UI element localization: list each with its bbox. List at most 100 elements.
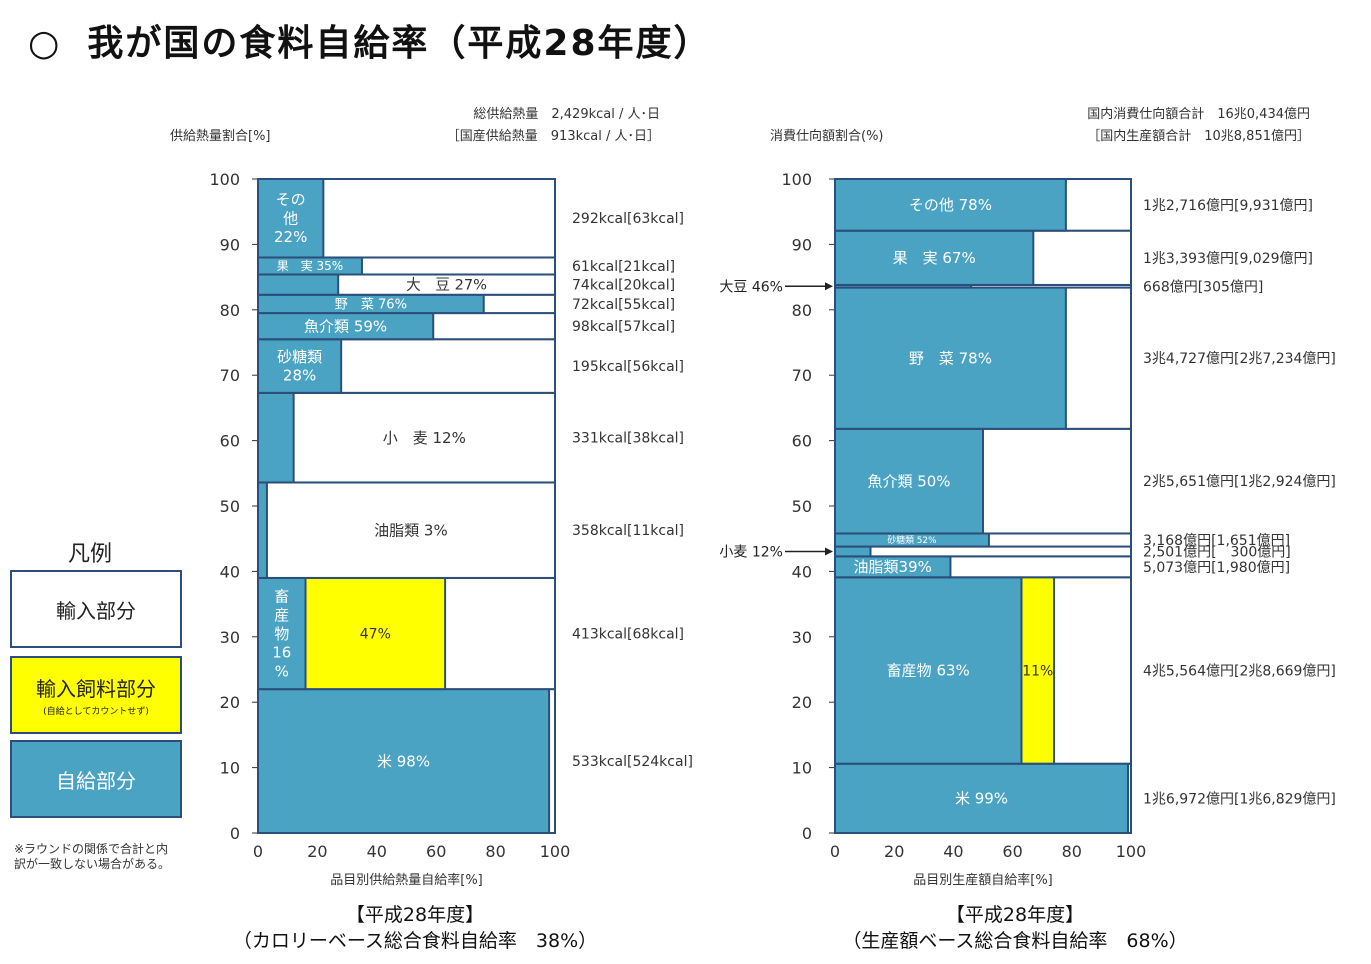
value-bar-畜産物-value: 4兆5,564億円[2兆8,669億円] <box>1143 663 1336 679</box>
calorie-bar-魚介類-label: 魚介類 59% <box>304 317 387 335</box>
value-header-line: ［国内生産額合計 10兆8,851億円］ <box>1087 128 1310 144</box>
calorie-bar-油脂類-value: 358kcal[11kcal] <box>572 523 684 539</box>
value-x-tick-label: 100 <box>1116 842 1147 861</box>
value-y-tick-label: 90 <box>792 235 812 254</box>
value-bar-油脂類-label: 油脂類39% <box>854 558 932 576</box>
value-bar-米-label: 米 99% <box>955 790 1008 808</box>
calorie-y-tick-label: 70 <box>220 366 240 385</box>
calorie-bar-米-self <box>257 688 551 834</box>
calorie-y-tick-label: 0 <box>230 824 240 843</box>
calorie-y-tick-label: 40 <box>220 562 240 581</box>
calorie-x-tick-label: 100 <box>540 842 571 861</box>
legend-self-label: 自給部分 <box>56 768 136 793</box>
value-x-axis-label: 品目別生産額自給率[%] <box>913 872 1053 888</box>
value-bar-大豆-callout-label: 大豆 46% <box>719 279 783 295</box>
calorie-bar-米-label: 米 98% <box>377 752 430 770</box>
calorie-x-tick-label: 60 <box>426 842 446 861</box>
value-bar-畜産物-self <box>834 576 1023 765</box>
value-bar-その他-self <box>834 178 1067 232</box>
calorie-bar-小麦-value: 331kcal[38kcal] <box>572 431 684 447</box>
value-bar-小麦-self <box>834 545 872 558</box>
value-bar-野菜-label: 野 菜 78% <box>909 349 992 367</box>
value-bar-砂糖類-value: 3,168億円[1,651億円] <box>1143 533 1290 549</box>
value-bar-果実-label: 果 実 67% <box>893 249 976 267</box>
value-bar-その他-value: 1兆2,716億円[9,931億円] <box>1143 198 1313 214</box>
calorie-y-tick-label: 10 <box>220 759 240 778</box>
calorie-bar-砂糖類-label: 砂糖類 28% <box>277 348 322 385</box>
legend-self-box: 自給部分 <box>10 740 182 818</box>
legend-import-box: 輸入部分 <box>10 570 182 648</box>
legend-title: 凡例 <box>68 542 113 567</box>
value-x-tick-label: 80 <box>1062 842 1082 861</box>
value-bar-野菜-value: 3兆4,727億円[2兆7,234億円] <box>1143 351 1336 367</box>
value-bar-魚介類-value: 2兆5,651億円[1兆2,924億円] <box>1143 474 1336 490</box>
legend-feed-label: 輸入飼料部分 <box>36 677 156 701</box>
page-title: ○ 我が国の食料自給率（平成28年度） <box>28 14 712 66</box>
calorie-x-axis-label: 品目別供給熱量自給率[%] <box>330 872 483 888</box>
legend-import-label: 輸入部分 <box>56 598 136 623</box>
value-y-tick-label: 30 <box>792 628 812 647</box>
value-bar-小麦-callout-arrow <box>825 547 833 556</box>
value-y-tick-label: 40 <box>792 562 812 581</box>
calorie-x-tick-label: 40 <box>367 842 387 861</box>
value-bar-小麦-value: 2,501億円[ 300億円] <box>1143 544 1291 560</box>
value-bar-畜産物-label: 畜産物 63% <box>887 662 970 680</box>
right-caption-year: 【平成28年度】 <box>945 904 1085 926</box>
value-y-tick-label: 60 <box>792 432 812 451</box>
calorie-bar-畜産物-label: 畜産物 16% <box>272 587 291 680</box>
calorie-bar-その他-self <box>257 178 325 259</box>
value-y-axis-label: 消費仕向額割合(%) <box>770 128 884 144</box>
calorie-bar-油脂類-import <box>257 481 556 579</box>
calorie-bar-その他-value: 292kcal[63kcal] <box>572 211 684 227</box>
calorie-bar-果実-label: 果 実 35% <box>277 258 344 273</box>
value-bar-砂糖類-label: 砂糖類 52% <box>887 534 936 546</box>
value-bar-その他-label: その他 78% <box>909 196 992 214</box>
calorie-y-tick-label: 90 <box>220 235 240 254</box>
calorie-header-line: 総供給熱量 2,429kcal / 人･日 <box>473 107 660 122</box>
value-header-line: 国内消費仕向額合計 16兆0,434億円 <box>1087 106 1310 122</box>
calorie-bar-野菜-label: 野 菜 76% <box>335 297 407 312</box>
calorie-bar-大豆-label: 大 豆 27% <box>406 277 487 294</box>
left-caption-year: 【平成28年度】 <box>345 904 485 926</box>
calorie-bar-その他-label: その他 22% <box>274 191 307 247</box>
value-bar-米-self <box>834 762 1130 835</box>
calorie-bar-油脂類-label: 油脂類 3% <box>374 521 448 539</box>
calorie-bar-魚介類-self <box>257 312 435 341</box>
calorie-bar-小麦-label: 小 麦 12% <box>383 429 466 447</box>
calorie-bar-畜産物-feed-label: 47% <box>360 626 391 642</box>
calorie-y-tick-label: 80 <box>220 301 240 320</box>
value-y-tick-label: 10 <box>792 759 812 778</box>
title-symbol: ○ <box>28 23 62 64</box>
value-x-tick-label: 20 <box>884 842 904 861</box>
calorie-x-tick-label: 0 <box>253 842 263 861</box>
calorie-y-tick-label: 30 <box>220 628 240 647</box>
calorie-x-tick-label: 20 <box>307 842 327 861</box>
calorie-header-line: ［国産供給熱量 913kcal / 人･日］ <box>447 128 660 144</box>
value-y-tick-label: 80 <box>792 301 812 320</box>
calorie-y-tick-label: 100 <box>209 170 240 189</box>
calorie-bar-小麦-import <box>257 391 556 484</box>
value-bar-畜産物-feed-label: 11% <box>1022 663 1053 679</box>
calorie-bar-砂糖類-value: 195kcal[56kcal] <box>572 359 684 375</box>
calorie-x-tick-label: 80 <box>485 842 505 861</box>
calorie-bar-油脂類-self <box>257 481 268 579</box>
value-bar-果実-value: 1兆3,393億円[9,029億円] <box>1143 251 1313 267</box>
value-bar-小麦-callout-label: 小麦 12% <box>719 544 783 560</box>
value-y-tick-label: 70 <box>792 366 812 385</box>
value-y-tick-label: 50 <box>792 497 812 516</box>
title-text: 我が国の食料自給率（平成28年度） <box>87 23 712 64</box>
calorie-bar-野菜-value: 72kcal[55kcal] <box>572 297 675 313</box>
value-bar-小麦-import <box>834 545 1132 558</box>
value-bar-油脂類-value: 5,073億円[1,980億円] <box>1143 560 1290 576</box>
calorie-bar-大豆-self <box>257 273 340 296</box>
value-x-tick-label: 60 <box>1002 842 1022 861</box>
legend-feed-note: (自給としてカウントせず) <box>43 707 149 717</box>
calorie-y-tick-label: 50 <box>220 497 240 516</box>
calorie-bar-米-value: 533kcal[524kcal] <box>572 754 693 770</box>
calorie-bar-魚介類-value: 98kcal[57kcal] <box>572 319 675 335</box>
calorie-bar-大豆-value: 74kcal[20kcal] <box>572 278 675 294</box>
calorie-y-axis-label: 供給熱量割合[%] <box>170 128 271 144</box>
value-y-tick-label: 100 <box>781 170 812 189</box>
calorie-bar-果実-value: 61kcal[21kcal] <box>572 259 675 275</box>
